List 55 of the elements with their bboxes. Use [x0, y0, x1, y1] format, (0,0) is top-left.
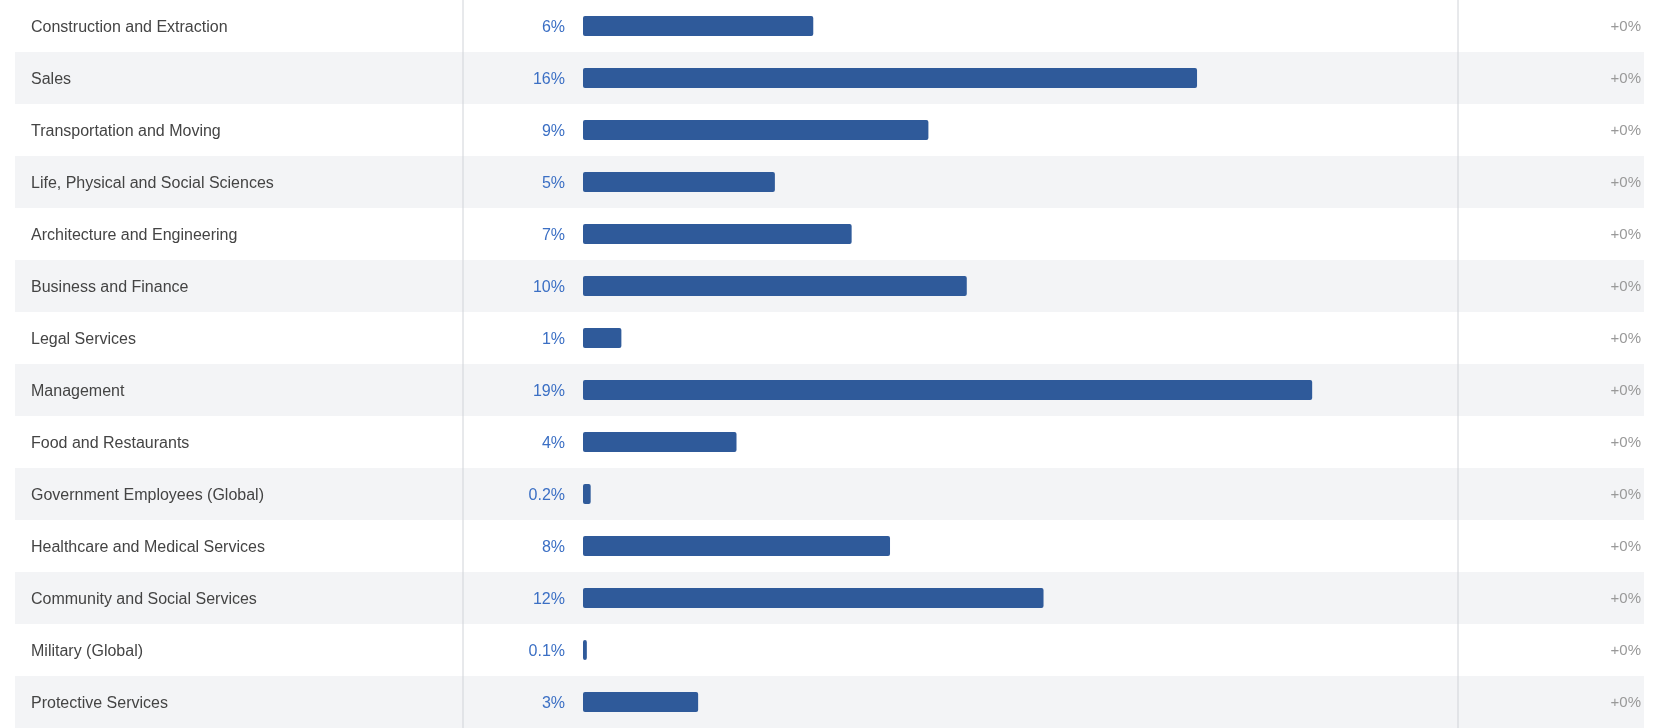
y-tick-label: Management	[31, 381, 125, 399]
text: +0%	[1610, 277, 1641, 294]
y-tick-label: Healthcare and Medical Services	[31, 537, 265, 555]
bar	[583, 224, 852, 244]
data-label: 4%	[541, 433, 565, 451]
bar	[583, 692, 699, 712]
text: +0%	[1610, 173, 1641, 190]
bar	[583, 588, 1044, 608]
bar	[583, 328, 622, 348]
bar	[583, 276, 967, 296]
bar	[583, 68, 1198, 88]
text: +0%	[1610, 69, 1641, 86]
data-label: 0.2%	[528, 485, 565, 503]
text: +0%	[1610, 693, 1641, 710]
data-label: 9%	[541, 121, 565, 139]
text: +0%	[1610, 225, 1641, 242]
bar	[583, 380, 1313, 400]
bar	[583, 120, 929, 140]
y-tick-label: Transportation and Moving	[31, 121, 221, 139]
data-label: 16%	[532, 69, 565, 87]
bar	[583, 432, 737, 452]
bar	[583, 536, 891, 556]
text: +0%	[1610, 433, 1641, 450]
data-label: 7%	[541, 225, 565, 243]
y-tick-label: Government Employees (Global)	[31, 485, 264, 503]
data-label: 12%	[532, 589, 565, 607]
data-label: 19%	[532, 381, 565, 399]
text: +0%	[1610, 329, 1641, 346]
y-tick-label: Life, Physical and Social Sciences	[31, 173, 274, 191]
data-label: 5%	[541, 173, 565, 191]
text: +0%	[1610, 537, 1641, 554]
y-tick-label: Protective Services	[31, 693, 168, 711]
data-label: 8%	[541, 537, 565, 555]
data-label: 1%	[541, 329, 565, 347]
bar	[583, 16, 814, 36]
data-label: 0.1%	[528, 641, 565, 659]
y-tick-label: Food and Restaurants	[31, 433, 190, 451]
y-tick-label: Business and Finance	[31, 277, 189, 295]
y-tick-label: Sales	[31, 69, 72, 87]
y-tick-label: Construction and Extraction	[31, 17, 228, 35]
text: +0%	[1610, 121, 1641, 138]
text: +0%	[1610, 485, 1641, 502]
text: +0%	[1610, 17, 1641, 34]
data-label: 3%	[541, 693, 565, 711]
y-tick-label: Community and Social Services	[31, 589, 257, 607]
bar	[583, 484, 591, 504]
bar	[583, 172, 775, 192]
y-tick-label: Architecture and Engineering	[31, 225, 238, 243]
text: +0%	[1610, 641, 1641, 658]
data-label: 10%	[532, 277, 565, 295]
text: +0%	[1610, 381, 1641, 398]
data-label: 6%	[541, 17, 565, 35]
y-tick-label: Military (Global)	[31, 641, 144, 659]
y-tick-label: Legal Services	[31, 329, 136, 347]
text: +0%	[1610, 589, 1641, 606]
